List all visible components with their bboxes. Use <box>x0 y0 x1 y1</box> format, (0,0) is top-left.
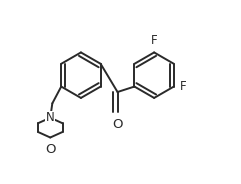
Text: F: F <box>151 34 157 47</box>
Text: N: N <box>46 111 55 124</box>
Text: F: F <box>179 80 186 93</box>
Text: O: O <box>112 118 123 131</box>
Text: O: O <box>45 143 55 156</box>
